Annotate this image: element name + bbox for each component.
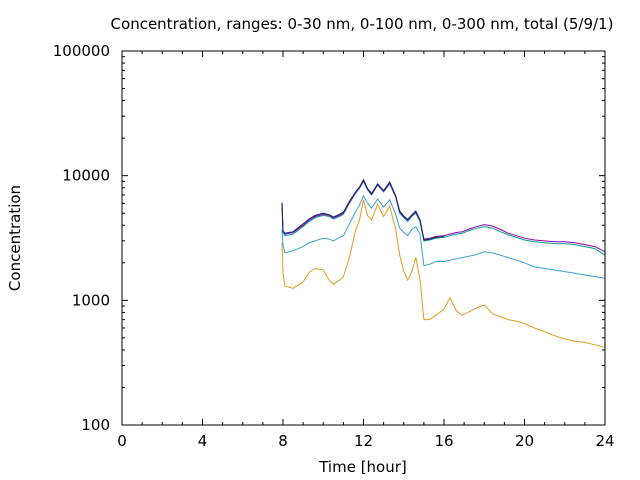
series-line-5 — [281, 178, 445, 241]
x-tick-label: 0 — [117, 432, 127, 450]
x-axis: 0 4 8 12 16 20 24 — [117, 51, 615, 450]
chart-title: Concentration, ranges: 0-30 nm, 0-100 nm… — [111, 15, 614, 33]
x-tick-label: 16 — [434, 432, 453, 450]
y-tick-label: 100 — [81, 416, 110, 434]
y-tick-label: 100000 — [53, 42, 110, 60]
y-tick-label: 10000 — [62, 167, 110, 185]
x-axis-label: Time [hour] — [318, 458, 407, 476]
series-line-3 — [281, 180, 606, 256]
plot-marks — [281, 178, 606, 348]
x-tick-label: 8 — [278, 432, 288, 450]
y-axis: 100 1000 10000 100000 — [53, 42, 605, 434]
x-tick-label: 24 — [595, 432, 614, 450]
x-tick-label: 4 — [198, 432, 208, 450]
x-tick-label: 12 — [354, 432, 373, 450]
series-line-1 — [281, 199, 606, 348]
y-axis-label: Concentration — [6, 185, 24, 291]
x-tick-label: 20 — [515, 432, 534, 450]
series-line-2 — [281, 194, 606, 279]
y-tick-label: 1000 — [72, 291, 110, 309]
